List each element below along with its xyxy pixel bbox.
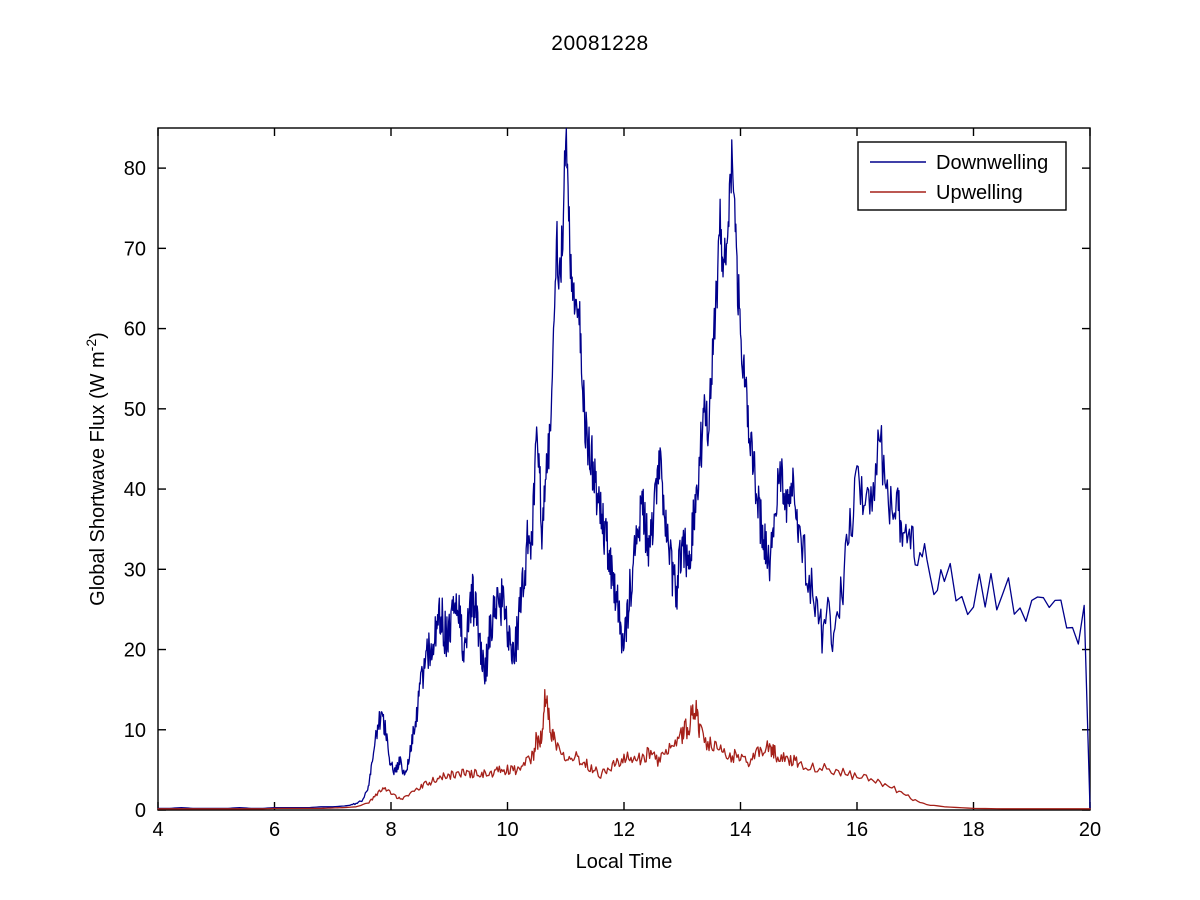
- legend-box: [857, 141, 1067, 211]
- x-tick-label: 14: [729, 819, 751, 841]
- x-tick-label: 8: [385, 819, 396, 841]
- x-tick-label: 4: [152, 819, 163, 841]
- x-tick-label: 6: [269, 819, 280, 841]
- y-tick-label: 40: [124, 479, 146, 501]
- y-tick-label: 50: [124, 399, 146, 421]
- plot-box-border: [157, 127, 1091, 811]
- legend-label-upwelling: Upwelling: [936, 182, 1023, 204]
- y-tick-label: 30: [124, 559, 146, 581]
- page-title: 20081228: [551, 32, 649, 55]
- y-tick-label: 80: [124, 158, 146, 180]
- y-tick-label: 0: [135, 800, 146, 822]
- series-line-downwelling: [157, 128, 1091, 810]
- x-tick-label: 18: [962, 819, 984, 841]
- legend-label-downwelling: Downwelling: [936, 152, 1048, 174]
- y-tick-label: 20: [124, 640, 146, 662]
- y-axis-title-suffix: ): [87, 332, 109, 339]
- y-axis-title-exponent: -2: [83, 339, 99, 352]
- x-tick-label: 16: [846, 819, 868, 841]
- y-tick-label: 70: [124, 238, 146, 260]
- x-tick-label: 12: [613, 819, 635, 841]
- x-axis-title: Local Time: [576, 851, 673, 873]
- y-tick-label: 60: [124, 319, 146, 341]
- x-tick-label: 10: [496, 819, 518, 841]
- y-axis-title: Global Shortwave Flux (W m-2): [83, 332, 109, 606]
- series-line-upwelling: [157, 689, 1091, 810]
- x-tick-label: 20: [1079, 819, 1101, 841]
- y-axis-title-main: Global Shortwave Flux (W m: [87, 351, 109, 606]
- y-tick-label: 10: [124, 720, 146, 742]
